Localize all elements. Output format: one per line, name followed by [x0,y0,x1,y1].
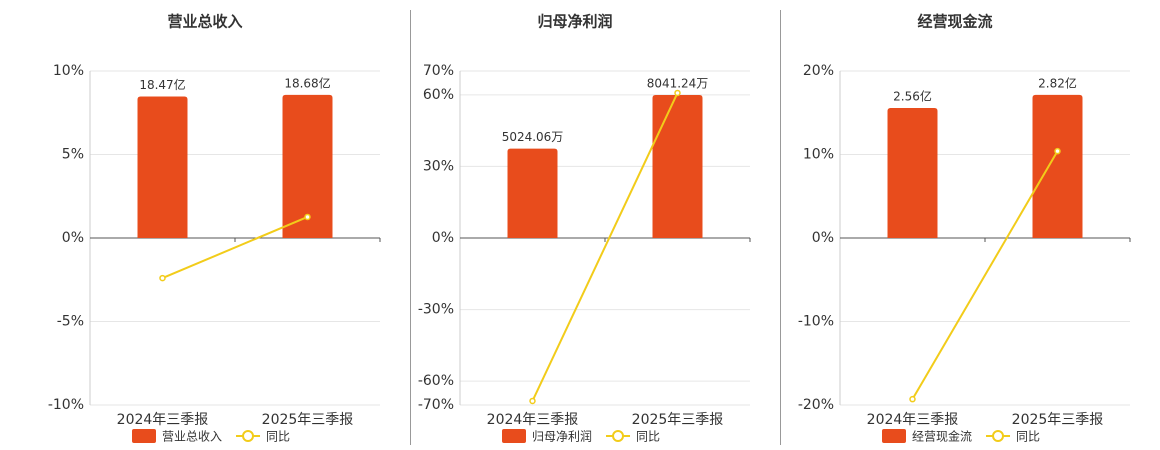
legend-swatch [502,429,526,443]
line-point [159,274,166,282]
y-tick-label: -60% [418,373,454,389]
x-tick-label: 2025年三季报 [632,412,724,428]
legend-label: 同比 [266,430,290,444]
y-tick-label: 10% [53,63,84,79]
y-tick-label: 60% [423,87,454,103]
y-tick-label: 0% [812,230,834,246]
y-tick-label: -30% [418,302,454,318]
y-tick-label: 0% [62,230,84,246]
line-point [909,395,916,403]
bar [887,108,938,238]
bar [1032,94,1083,238]
data-label: 18.68亿 [284,75,330,90]
legend-swatch [992,430,1005,442]
x-tick-label: 2025年三季报 [262,412,354,428]
data-label: 2.82亿 [1038,75,1077,90]
y-tick-label: -10% [798,314,834,330]
y-tick-label: -70% [418,397,454,413]
x-tick-label: 2024年三季报 [487,412,579,428]
legend-label: 同比 [1016,430,1040,444]
bar [507,148,558,238]
y-tick-label: 5% [62,147,84,163]
line-point [529,397,536,405]
bar [652,94,703,238]
line-point [1054,147,1061,155]
y-tick-label: 70% [423,63,454,79]
legend-label: 营业总收入 [162,430,222,444]
line [531,92,679,402]
line-point [674,89,681,97]
data-label: 8041.24万 [647,76,709,90]
chart-title: 归母净利润 [537,13,612,31]
y-tick-label: -5% [57,314,84,330]
x-tick-label: 2024年三季报 [867,412,959,428]
legend-swatch [882,429,906,443]
x-tick-label: 2025年三季报 [1012,412,1104,428]
y-tick-label: 0% [432,230,454,246]
y-tick-label: -10% [48,397,84,413]
x-tick-label: 2024年三季报 [117,412,209,428]
y-tick-label: 20% [803,63,834,79]
bar [282,94,333,239]
data-label: 18.47亿 [139,77,185,92]
y-tick-label: 10% [803,147,834,163]
data-label: 2.56亿 [893,89,932,104]
legend-swatch [612,430,625,442]
legend-label: 同比 [636,430,660,444]
line [911,150,1059,400]
line-point [304,213,311,221]
line [162,216,308,280]
legend-label: 归母净利润 [532,430,592,444]
data-label: 5024.06万 [502,130,564,144]
legend-swatch [132,429,156,443]
chart-title: 营业总收入 [167,13,242,31]
legend-label: 经营现金流 [912,429,972,444]
legend-swatch [242,430,255,442]
chart-title: 经营现金流 [917,13,992,31]
y-tick-label: -20% [798,397,834,413]
bar [137,96,188,238]
y-tick-label: 30% [423,158,454,174]
